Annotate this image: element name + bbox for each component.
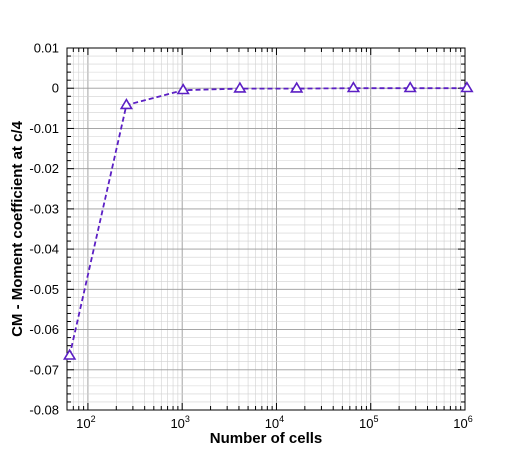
x-tick-label: 103 — [170, 414, 189, 431]
y-tick-label: -0.08 — [29, 403, 59, 418]
data-point-marker — [233, 81, 247, 93]
data-point-marker — [62, 348, 77, 360]
x-tick-label-base: 10 — [76, 416, 90, 431]
y-tick-label: 0.01 — [34, 41, 59, 56]
data-point-marker — [176, 83, 190, 95]
y-tick-label: 0 — [52, 81, 59, 96]
grid — [66, 47, 466, 411]
x-tick-label: 106 — [453, 414, 472, 431]
y-tick-label: -0.07 — [29, 362, 59, 377]
x-tick-label-base: 10 — [453, 416, 467, 431]
x-axis-title: Number of cells — [210, 430, 323, 447]
series-line — [68, 87, 467, 356]
x-tick-label: 102 — [76, 414, 95, 431]
series — [62, 81, 474, 360]
x-tick-label-exponent: 5 — [373, 414, 378, 424]
x-tick-labels: 102 103 104 105 106 — [76, 414, 473, 431]
data-point-marker — [403, 81, 417, 93]
y-tick-label: -0.05 — [29, 282, 59, 297]
y-tick-label: -0.02 — [29, 161, 59, 176]
y-tick-label: -0.06 — [29, 322, 59, 337]
data-point-marker — [346, 81, 361, 93]
x-tick-label-base: 10 — [359, 416, 373, 431]
y-tick-label: -0.04 — [29, 242, 59, 257]
x-tick-label: 104 — [265, 414, 284, 431]
data-point-marker — [119, 98, 134, 110]
data-point-marker — [460, 81, 474, 93]
x-tick-label-exponent: 2 — [91, 414, 96, 424]
x-tick-label-base: 10 — [170, 416, 184, 431]
data-point-marker — [289, 81, 304, 93]
plot-frame — [66, 47, 466, 411]
y-tick-label: -0.03 — [29, 201, 59, 216]
x-tick-label-exponent: 3 — [185, 414, 190, 424]
y-axis-title: CM - Moment coefficient at c/4 — [9, 120, 26, 337]
tick-marks — [66, 47, 466, 411]
x-tick-label-exponent: 6 — [468, 414, 473, 424]
x-tick-label: 105 — [359, 414, 378, 431]
x-tick-label-base: 10 — [265, 416, 279, 431]
y-tick-labels: 0.01 0 -0.01 -0.02 -0.03 -0.04 -0.05 -0.06 -0.07… — [29, 41, 59, 418]
x-tick-label-exponent: 4 — [279, 414, 284, 424]
y-tick-label: -0.01 — [29, 121, 59, 136]
